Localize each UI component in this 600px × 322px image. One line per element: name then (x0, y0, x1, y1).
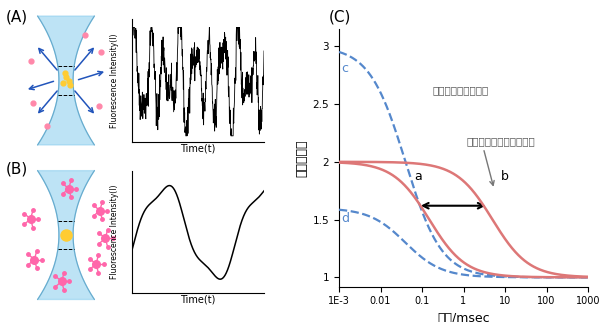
Y-axis label: Fluorescence Intensity(I): Fluorescence Intensity(I) (110, 33, 119, 128)
Y-axis label: Fluorescence Intensity(I): Fluorescence Intensity(I) (110, 185, 119, 279)
Text: a: a (414, 170, 422, 183)
Polygon shape (38, 171, 94, 299)
Text: 分子の数の変化方向: 分子の数の変化方向 (433, 85, 489, 95)
Polygon shape (38, 16, 94, 145)
X-axis label: Time(t): Time(t) (181, 143, 215, 153)
Text: d: d (341, 212, 350, 225)
X-axis label: 時間/msec: 時間/msec (437, 312, 490, 322)
Text: (A): (A) (6, 10, 28, 25)
Text: (C): (C) (329, 10, 351, 25)
X-axis label: Time(t): Time(t) (181, 294, 215, 304)
Text: (B): (B) (6, 161, 28, 176)
Text: 分子の大きさの変化方向: 分子の大きさの変化方向 (467, 136, 536, 146)
Text: c: c (341, 62, 349, 75)
Y-axis label: 相関関数値: 相関関数値 (295, 139, 308, 176)
Text: b: b (501, 170, 509, 183)
